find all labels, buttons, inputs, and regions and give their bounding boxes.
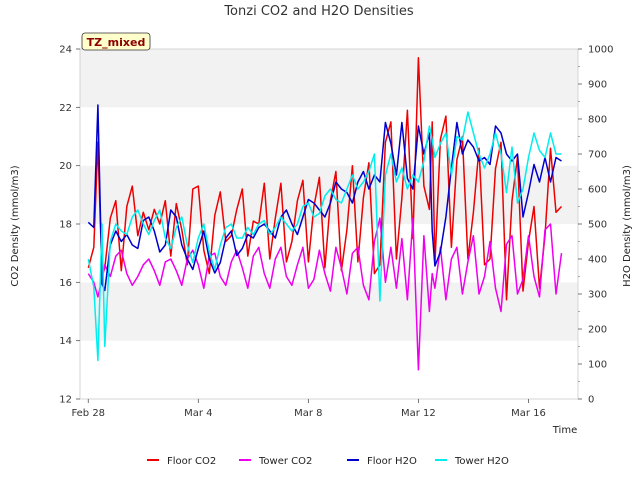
badge-box: [81, 32, 151, 51]
left-axis: 12 14 16 18 20 22 24: [59, 45, 80, 406]
left-tick-label: 12: [59, 395, 72, 406]
series-line-floor-co2: [87, 57, 563, 301]
series-layer: [87, 57, 563, 371]
series-line-tower-h2o: [87, 111, 562, 362]
left-tick-label: 14: [59, 336, 72, 347]
right-tick-label: 800: [588, 115, 607, 126]
right-axis-title: H2O Density (mmol/m3): [622, 165, 633, 287]
legend-label: Floor CO2: [167, 456, 216, 467]
grid-band: [80, 340, 578, 399]
grid-band: [80, 49, 578, 108]
left-tick-label: 18: [59, 220, 72, 231]
series-line-tower-co2: [87, 217, 563, 371]
left-tick-label: 20: [59, 161, 72, 172]
badge-label: TZ_mixed: [87, 36, 146, 49]
legend-label: Tower CO2: [258, 456, 312, 467]
right-axis: 0 100 200 300 400 500 600 700 800 900 1000: [578, 45, 613, 406]
x-tick-label: Mar 4: [184, 408, 212, 419]
right-tick-label: 300: [588, 290, 607, 301]
chart-title: Tonzi CO2 and H2O Densities: [223, 4, 414, 19]
x-tick-label: Mar 16: [511, 408, 546, 419]
x-axis: Feb 28 Mar 4 Mar 8 Mar 12 Mar 16: [71, 399, 546, 419]
x-axis-title: Time: [552, 425, 577, 436]
right-tick-label: 100: [588, 360, 607, 371]
site-badge: TZ_mixed: [81, 32, 151, 51]
right-tick-label: 400: [588, 255, 607, 266]
right-tick-label: 0: [588, 395, 594, 406]
right-tick-label: 1000: [588, 45, 613, 56]
right-tick-label: 600: [588, 185, 607, 196]
left-tick-label: 16: [59, 278, 72, 289]
legend: Floor CO2 Tower CO2 Floor H2O Tower H2O: [147, 456, 509, 467]
right-tick-label: 700: [588, 150, 607, 161]
x-tick-label: Mar 8: [294, 408, 322, 419]
right-tick-label: 900: [588, 80, 607, 91]
grid-band: [80, 282, 578, 341]
left-tick-label: 24: [59, 45, 72, 56]
grid-band: [80, 107, 578, 166]
right-tick-label: 500: [588, 220, 607, 231]
left-axis-title: CO2 Density (mmol/m3): [10, 165, 21, 286]
right-tick-label: 200: [588, 325, 607, 336]
x-tick-label: Feb 28: [71, 408, 105, 419]
left-tick-label: 22: [59, 103, 72, 114]
legend-label: Floor H2O: [367, 456, 417, 467]
legend-label: Tower H2O: [454, 456, 509, 467]
x-tick-label: Mar 12: [401, 408, 436, 419]
